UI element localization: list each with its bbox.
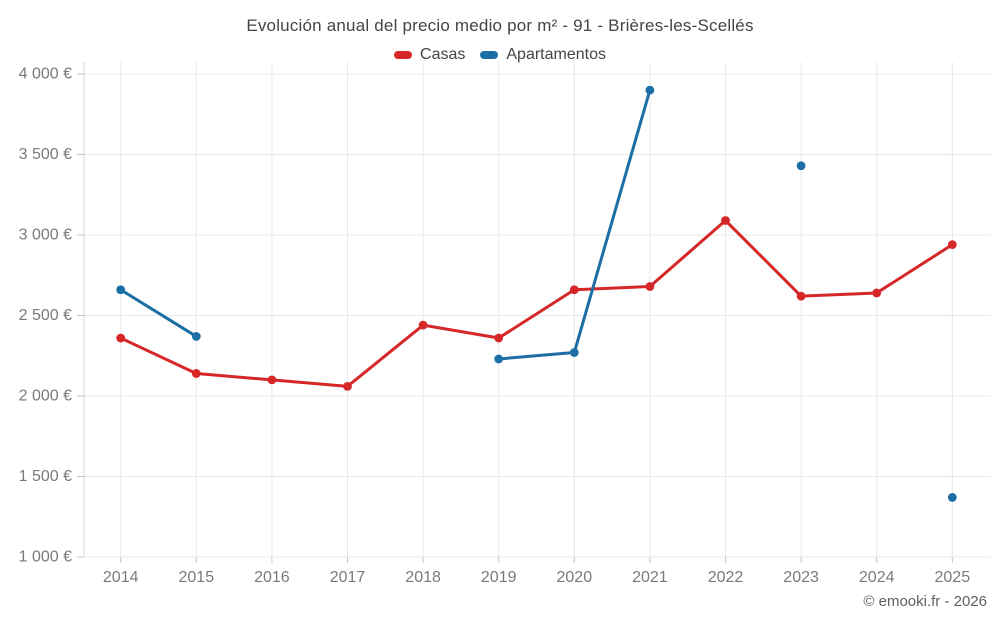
casas-point-2025[interactable] — [947, 240, 957, 250]
apartamentos-point-2019[interactable] — [494, 354, 504, 364]
copyright: © emooki.fr - 2026 — [863, 593, 987, 610]
apartamentos-line — [119, 288, 198, 338]
apartamentos-point-2021[interactable] — [645, 85, 655, 95]
x-tick-label: 2020 — [557, 569, 593, 586]
x-tick-label: 2024 — [859, 569, 895, 586]
legend-label-apartamentos: Apartamentos — [506, 46, 606, 63]
apartamentos-point-2023[interactable] — [796, 161, 806, 171]
legend: Casas Apartamentos — [0, 46, 1000, 64]
x-tick-label: 2025 — [935, 569, 971, 586]
x-tick-label: 2017 — [330, 569, 366, 586]
casas-point-2023[interactable] — [796, 291, 806, 301]
y-tick-label: 1 500 € — [19, 468, 72, 485]
chart-title: Evolución anual del precio medio por m² … — [246, 16, 754, 35]
apartamentos-point-2014[interactable] — [116, 285, 126, 295]
casas-point-2014[interactable] — [116, 333, 126, 343]
y-tick-label: 2 000 € — [19, 388, 72, 405]
casas-point-2018[interactable] — [418, 320, 428, 330]
apartamentos-point-2025[interactable] — [947, 493, 957, 502]
casas-point-2021[interactable] — [645, 282, 655, 291]
y-tick-label: 1 000 € — [19, 549, 72, 566]
casas-point-2019[interactable] — [494, 333, 504, 343]
y-tick-label: 2 500 € — [19, 307, 72, 324]
x-tick-label: 2014 — [103, 569, 139, 586]
casas-point-2016[interactable] — [267, 375, 277, 385]
casas-point-2022[interactable] — [721, 216, 730, 225]
x-tick-label: 2018 — [405, 569, 441, 586]
y-tick-label: 3 500 € — [19, 146, 72, 163]
x-tick-label: 2019 — [481, 569, 517, 586]
legend-label-casas: Casas — [420, 46, 466, 63]
casas-point-2024[interactable] — [872, 288, 882, 298]
y-tick-label: 3 000 € — [19, 227, 72, 244]
x-tick-label: 2016 — [254, 569, 290, 586]
casas-swatch-icon — [394, 51, 413, 59]
x-tick-label: 2023 — [783, 569, 819, 586]
apartamentos-point-2020[interactable] — [569, 348, 579, 357]
legend-item-apartamentos[interactable]: Apartamentos — [480, 46, 606, 64]
casas-line — [119, 219, 954, 388]
legend-item-casas[interactable]: Casas — [394, 46, 465, 64]
x-tick-label: 2021 — [632, 569, 668, 586]
apartamentos-point-2015[interactable] — [191, 332, 201, 341]
y-tick-label: 4 000 € — [19, 66, 72, 83]
casas-point-2017[interactable] — [343, 381, 352, 391]
casas-point-2015[interactable] — [191, 369, 201, 378]
apartamentos-swatch-icon — [480, 51, 499, 59]
x-tick-label: 2015 — [179, 569, 215, 586]
casas-point-2020[interactable] — [569, 285, 579, 295]
x-tick-label: 2022 — [708, 569, 744, 586]
